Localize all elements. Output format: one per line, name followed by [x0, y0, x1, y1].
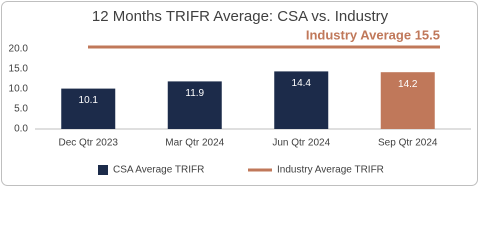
reference-label: Industry Average 15.5 — [306, 27, 440, 42]
x-tick-label: Sep Qtr 2024 — [378, 138, 438, 149]
bar — [167, 81, 222, 129]
y-tick-label: 10.0 — [9, 84, 29, 95]
y-tick-label: 15.0 — [9, 64, 29, 75]
y-tick-label: 0.0 — [14, 124, 28, 135]
legend-swatch — [98, 165, 108, 175]
bar — [274, 71, 329, 129]
x-tick-label: Mar Qtr 2024 — [165, 138, 224, 149]
y-tick-label: 5.0 — [14, 104, 28, 115]
chart-title: 12 Months TRIFR Average: CSA vs. Industr… — [92, 8, 389, 25]
value-label: 11.9 — [185, 88, 204, 99]
bar — [61, 88, 116, 129]
legend-label: Industry Average TRIFR — [277, 165, 384, 176]
bar — [380, 72, 435, 129]
x-tick-label: Jun Qtr 2024 — [272, 138, 330, 149]
value-label: 14.2 — [398, 79, 418, 90]
legend-label: CSA Average TRIFR — [113, 165, 204, 176]
x-tick-label: Dec Qtr 2023 — [59, 138, 119, 149]
chart: 12 Months TRIFR Average: CSA vs. Industr… — [1, 1, 478, 186]
y-tick-label: 20.0 — [9, 44, 29, 55]
value-label: 10.1 — [79, 95, 99, 106]
value-label: 14.4 — [292, 78, 312, 89]
